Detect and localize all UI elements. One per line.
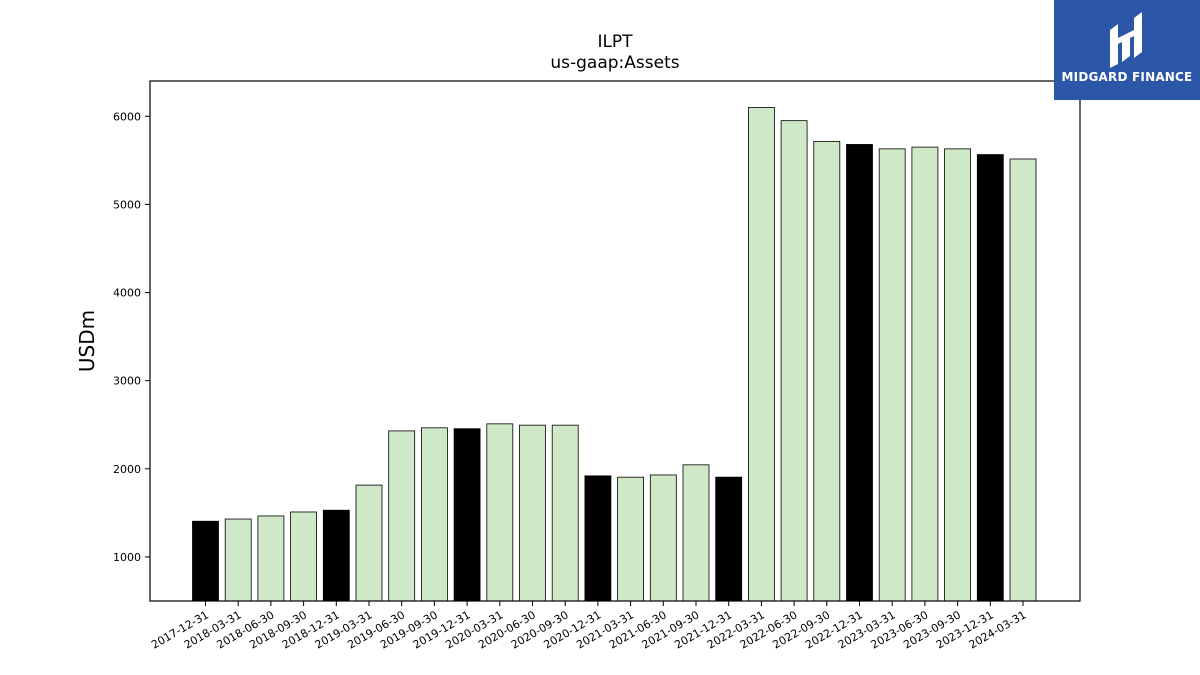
chart-title: ILPT (597, 32, 633, 52)
y-tick-label: 3000 (113, 375, 141, 388)
bar (420, 427, 448, 602)
bar (519, 424, 546, 602)
y-tick-label: 1000 (113, 551, 141, 564)
bar (486, 423, 514, 602)
brand-logo: MIDGARD FINANCE (1054, 0, 1200, 100)
bar (715, 476, 743, 602)
y-tick-label: 4000 (113, 287, 141, 300)
bar (388, 430, 416, 602)
bar (192, 520, 219, 602)
bar (846, 144, 873, 602)
bar (551, 424, 579, 602)
bar (944, 148, 971, 602)
bar (617, 476, 644, 602)
bar (649, 474, 677, 602)
brand-name: MIDGARD FINANCE (1061, 70, 1193, 84)
plot-frame (149, 80, 1081, 602)
midgard-logo-icon (1110, 12, 1142, 68)
y-tick-label: 6000 (113, 110, 141, 123)
bar (1009, 158, 1037, 602)
bar (813, 140, 841, 602)
y-tick-label: 5000 (113, 198, 141, 211)
bar (257, 515, 285, 602)
bar (453, 428, 481, 602)
bar (355, 484, 383, 602)
bar (224, 518, 252, 602)
y-axis-label: USDm (75, 310, 99, 372)
bar (911, 146, 939, 602)
bar (878, 148, 906, 602)
bar (322, 509, 350, 602)
bar (976, 154, 1004, 602)
y-tick-label: 2000 (113, 463, 141, 476)
bar (290, 511, 318, 602)
bar (682, 464, 710, 602)
bar (748, 107, 775, 602)
bar (780, 120, 808, 602)
chart-subtitle: us-gaap:Assets (550, 53, 680, 73)
bar (584, 475, 612, 602)
